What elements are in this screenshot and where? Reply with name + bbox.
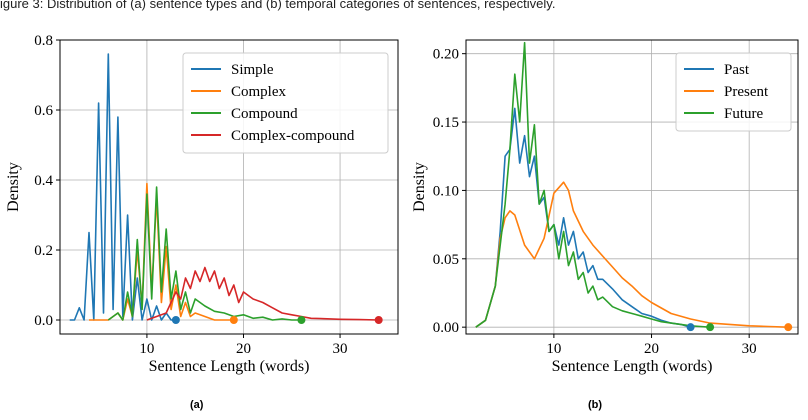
x-tick-label: 20 <box>236 341 251 357</box>
y-axis-label: Density <box>411 162 428 212</box>
y-tick-label: 0.05 <box>433 252 459 268</box>
legend-box <box>675 52 792 132</box>
chart-a: 10 20 30 0.0 0.2 0.4 0.6 0.8 Sentence Length (wo… <box>5 33 399 375</box>
x-axis-label: Sentence Length (words) <box>149 358 310 375</box>
y-tick-label: 0.6 <box>34 103 53 119</box>
end-marker-present <box>784 323 793 332</box>
x-tick-label: 10 <box>139 341 154 357</box>
chart-b: 10 20 30 0.00 0.05 0.10 0.15 0.20 Sentence Lengt… <box>411 39 799 375</box>
end-marker-complex-compound <box>374 316 383 324</box>
legend-label: Future <box>724 106 764 122</box>
end-marker-compound <box>297 316 306 324</box>
legend-box <box>182 52 389 154</box>
legend-label: Complex-compound <box>231 128 355 144</box>
y-tick-label: 0.15 <box>433 115 459 131</box>
legend-label: Compound <box>231 106 298 122</box>
y-tick-label: 0.0 <box>34 313 53 329</box>
x-tick-label: 30 <box>333 341 348 357</box>
y-tick-label: 0.00 <box>433 320 459 336</box>
legend-label: Present <box>724 84 769 100</box>
y-tick-label: 0.4 <box>34 173 53 189</box>
plot-frame <box>59 39 399 335</box>
y-tick-label: 0.10 <box>433 183 459 199</box>
figure-caption: igure 3: Distribution of (a) sentence ty… <box>0 0 556 11</box>
series-line-compound <box>107 186 302 321</box>
end-marker-future <box>706 323 715 332</box>
y-tick-label: 0.8 <box>34 33 53 49</box>
panel-label-b: (b) <box>588 399 603 411</box>
series-line-present <box>475 181 789 328</box>
series-line-complex-compound <box>146 266 379 321</box>
series-line-future <box>475 41 711 328</box>
panel-label-a: (a) <box>190 399 204 411</box>
legend-label: Complex <box>231 84 286 100</box>
x-axis-label: Sentence Length (words) <box>552 358 713 375</box>
x-tick-label: 10 <box>546 341 561 357</box>
y-tick-label: 0.2 <box>34 243 53 259</box>
y-tick-label: 0.20 <box>433 47 459 63</box>
x-tick-label: 20 <box>644 341 659 357</box>
y-axis-label: Density <box>5 162 22 212</box>
end-marker-simple <box>171 316 180 324</box>
x-tick-label: 30 <box>742 341 757 357</box>
series-line-past <box>475 107 691 328</box>
end-marker-past <box>686 323 695 332</box>
plot-frame <box>465 39 799 335</box>
legend-label: Simple <box>231 62 274 78</box>
legend-label: Past <box>724 62 750 78</box>
end-marker-complex <box>229 316 238 324</box>
